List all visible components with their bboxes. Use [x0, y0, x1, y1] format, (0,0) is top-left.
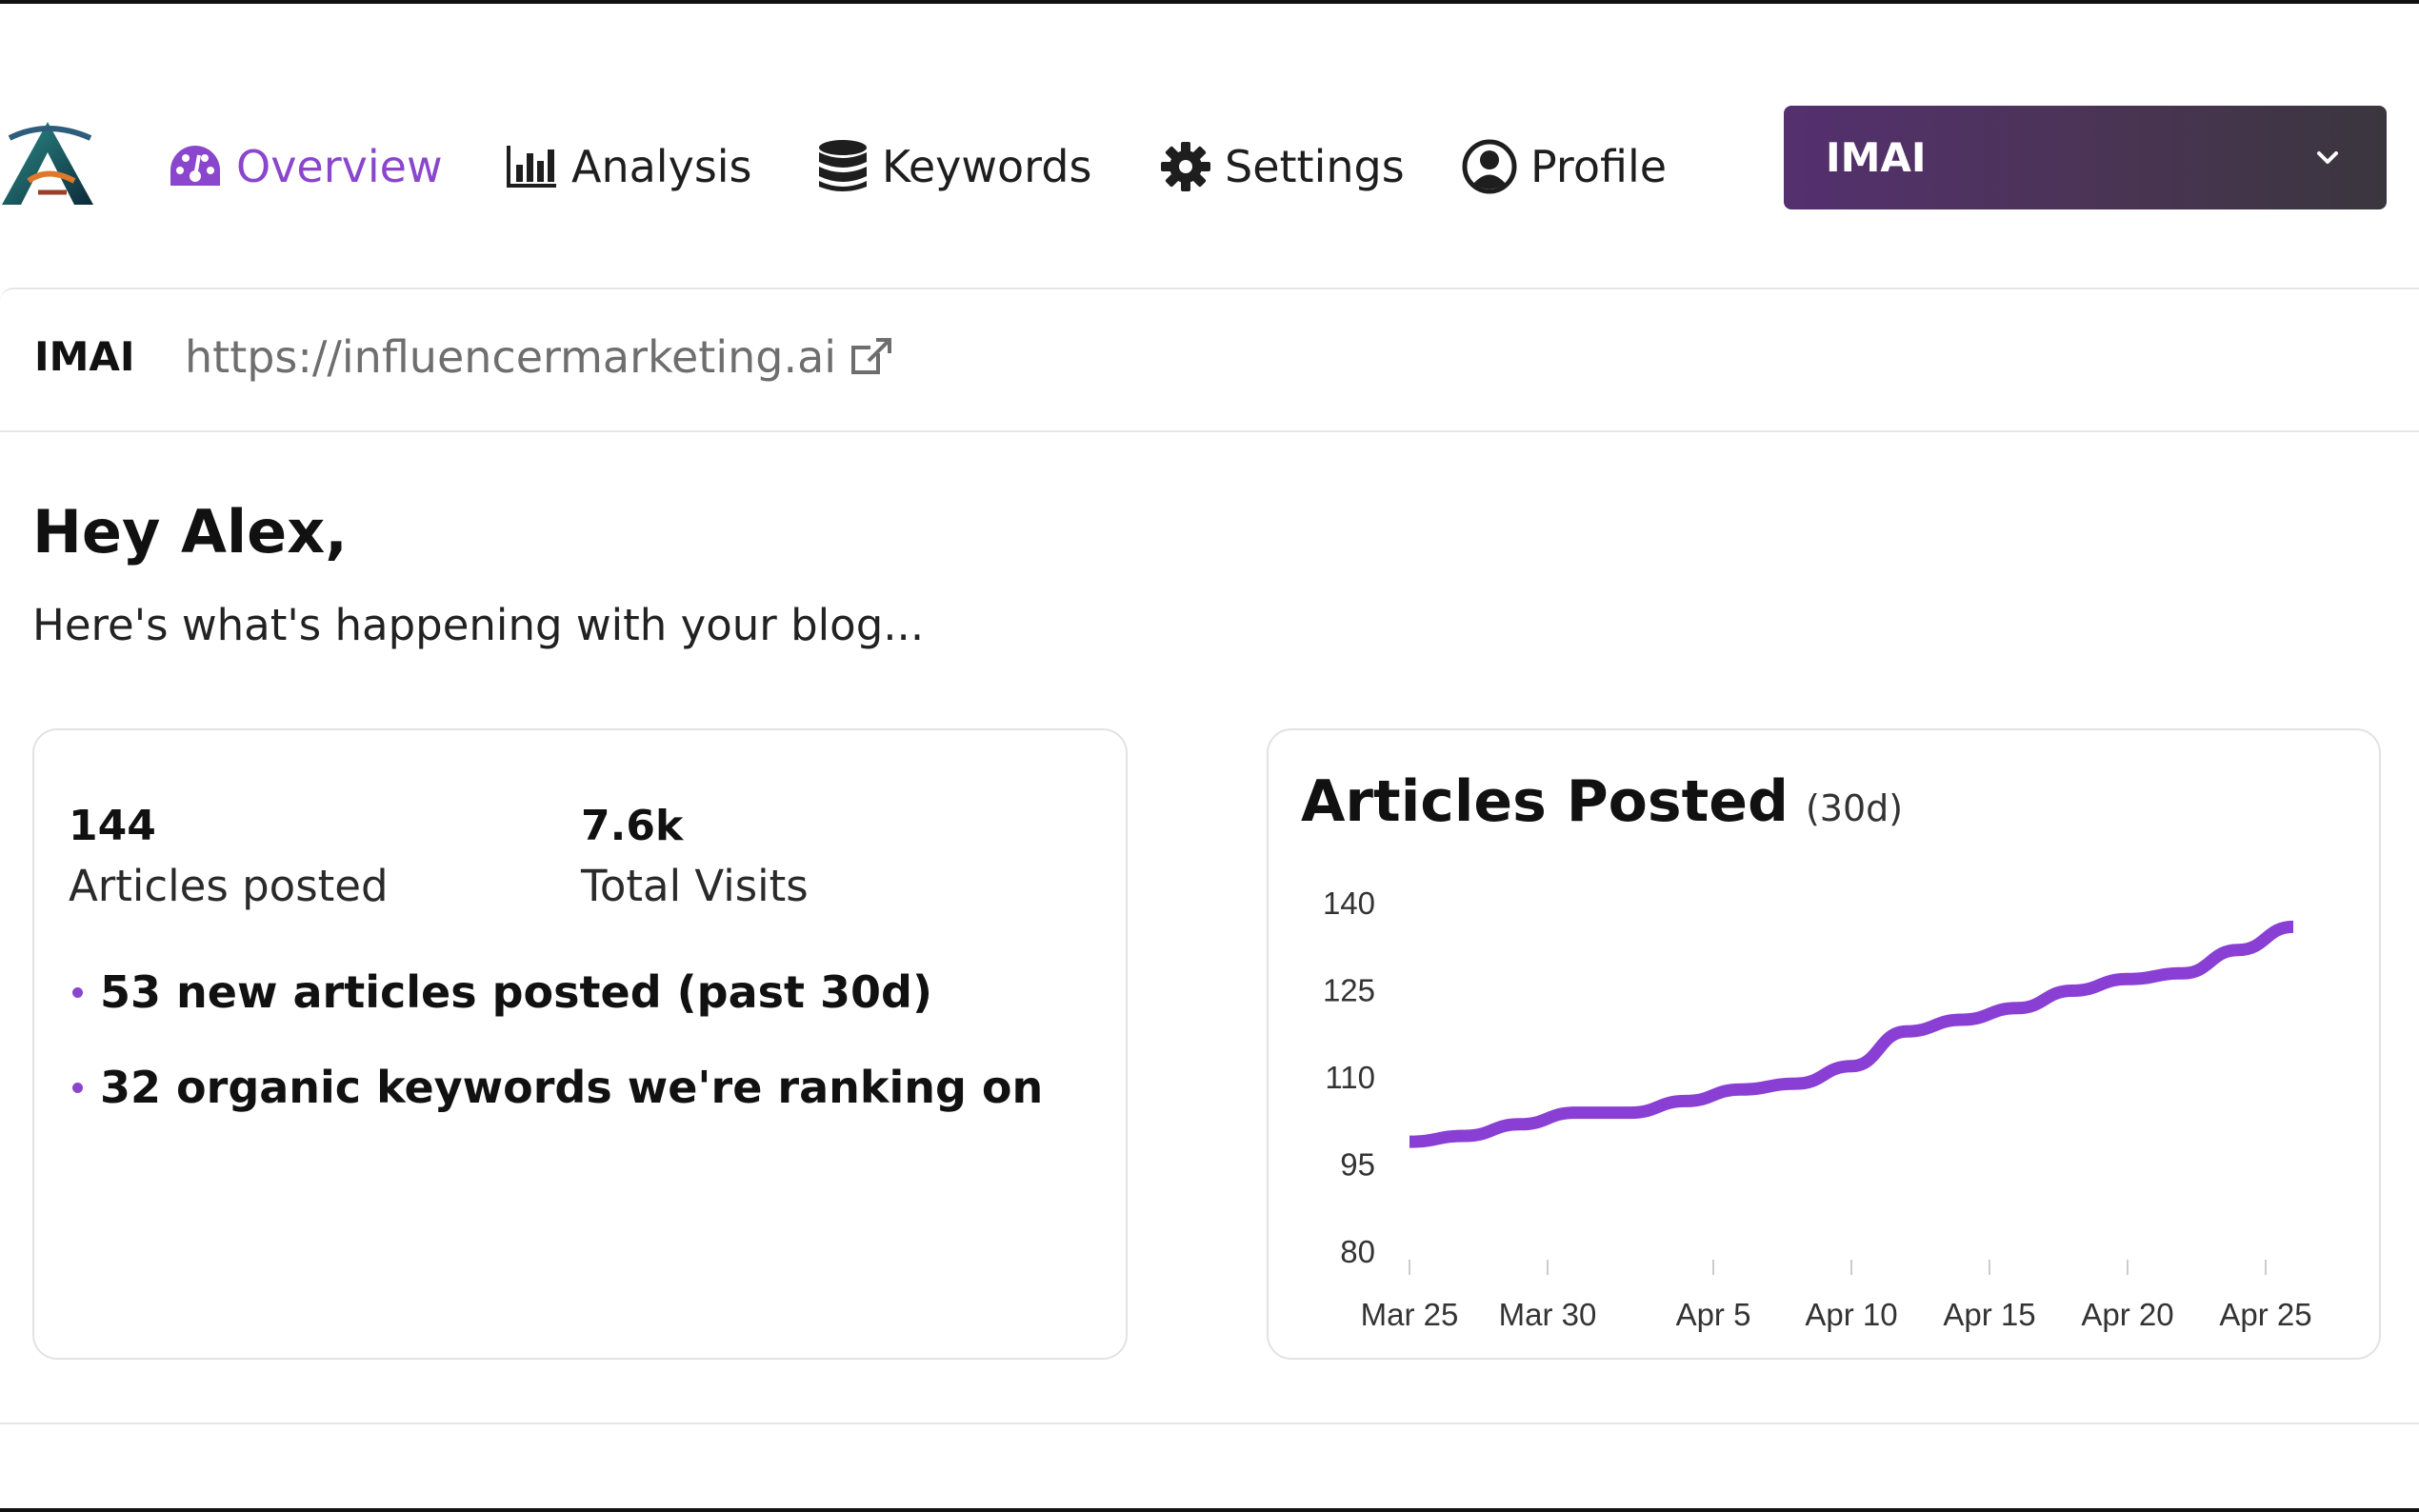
articles-posted-label: Articles posted	[69, 861, 389, 911]
articles-posted-value: 144	[69, 802, 156, 850]
total-visits-value: 7.6k	[581, 802, 684, 850]
bullet-text: 32 organic keywords we're ranking on	[100, 1062, 1044, 1113]
x-tick-label: Mar 30	[1499, 1297, 1597, 1332]
stats-card: 144 Articles posted 7.6k Total Visits 53…	[32, 728, 1128, 1360]
user-circle-icon	[1462, 139, 1517, 194]
y-tick-label: 95	[1340, 1147, 1375, 1183]
list-item: 53 new articles posted (past 30d)	[72, 966, 932, 1018]
bar-chart-icon	[507, 146, 556, 188]
bullet-dot	[72, 1082, 83, 1093]
dashboard-gauge-icon	[170, 146, 220, 186]
top-navbar: Overview Analysis Keywords	[0, 100, 2419, 233]
site-select-dropdown[interactable]: IMAI	[1784, 106, 2387, 209]
y-tick-label: 125	[1323, 973, 1375, 1008]
nav-settings[interactable]: Settings	[1160, 132, 1405, 201]
gear-icon	[1161, 142, 1210, 191]
x-tick-label: Mar 25	[1361, 1297, 1459, 1332]
nav-settings-label: Settings	[1225, 141, 1405, 192]
logo-icon	[2, 122, 93, 205]
nav-analysis[interactable]: Analysis	[503, 132, 752, 201]
chevron-down-icon	[2317, 150, 2338, 164]
y-tick-label: 110	[1325, 1060, 1375, 1095]
chart-title-text: Articles Posted	[1301, 768, 1789, 835]
nav-analysis-label: Analysis	[571, 141, 752, 192]
list-item: 32 organic keywords we're ranking on	[72, 1062, 1043, 1113]
window-bottom-border	[0, 1508, 2419, 1512]
y-tick-label: 80	[1340, 1234, 1375, 1269]
bullet-text: 53 new articles posted (past 30d)	[100, 966, 932, 1018]
site-url-text: https://influencermarketing.ai	[185, 331, 837, 383]
nav-overview-label: Overview	[236, 141, 443, 192]
articles-line-chart: 140 125 110 95 80 Mar 25 Mar 30 Apr 5 Apr 10 Apr …	[1323, 885, 2312, 1332]
site-name: IMAI	[34, 333, 135, 380]
nav-profile-label: Profile	[1530, 141, 1668, 192]
site-select-value: IMAI	[1826, 134, 1927, 181]
chart-period: (30d)	[1805, 787, 1904, 829]
nav-profile[interactable]: Profile	[1462, 132, 1667, 201]
nav-keywords[interactable]: Keywords	[817, 132, 1091, 201]
x-tick-label: Apr 5	[1676, 1297, 1751, 1332]
total-visits-label: Total Visits	[581, 861, 809, 911]
greeting-title: Hey Alex,	[32, 497, 348, 567]
greeting-subtitle: Here's what's happening with your blog..…	[32, 600, 925, 650]
chart-title: Articles Posted (30d)	[1301, 768, 1903, 835]
x-tick-label: Apr 10	[1805, 1297, 1897, 1332]
bullet-dot	[72, 986, 83, 998]
content-bottom-divider	[0, 1422, 2419, 1424]
x-tick-label: Apr 25	[2219, 1297, 2311, 1332]
app-logo[interactable]	[0, 114, 100, 209]
articles-chart-card: Articles Posted (30d) 140 125 110 95 80 Mar 2…	[1267, 728, 2381, 1360]
nav-keywords-label: Keywords	[882, 141, 1092, 192]
series-line	[1409, 920, 2294, 1148]
nav-overview[interactable]: Overview	[168, 132, 443, 201]
site-url-link[interactable]: https://influencermarketing.ai	[185, 331, 893, 383]
y-tick-label: 140	[1323, 885, 1375, 921]
site-info-bar: IMAI https://influencermarketing.ai	[0, 288, 2419, 432]
window-top-border	[0, 0, 2419, 4]
x-tick-label: Apr 20	[2081, 1297, 2173, 1332]
x-tick-label: Apr 15	[1943, 1297, 2035, 1332]
database-icon	[819, 140, 867, 191]
external-link-icon	[851, 338, 892, 374]
